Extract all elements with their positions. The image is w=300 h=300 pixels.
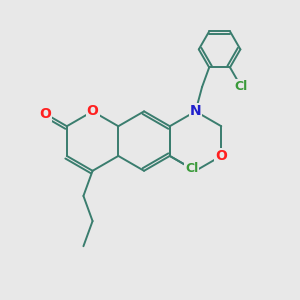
Text: O: O	[39, 106, 51, 121]
Text: N: N	[190, 104, 201, 118]
Text: O: O	[215, 149, 227, 163]
Text: Cl: Cl	[235, 80, 248, 93]
Text: Cl: Cl	[185, 162, 198, 175]
Text: O: O	[87, 104, 98, 118]
